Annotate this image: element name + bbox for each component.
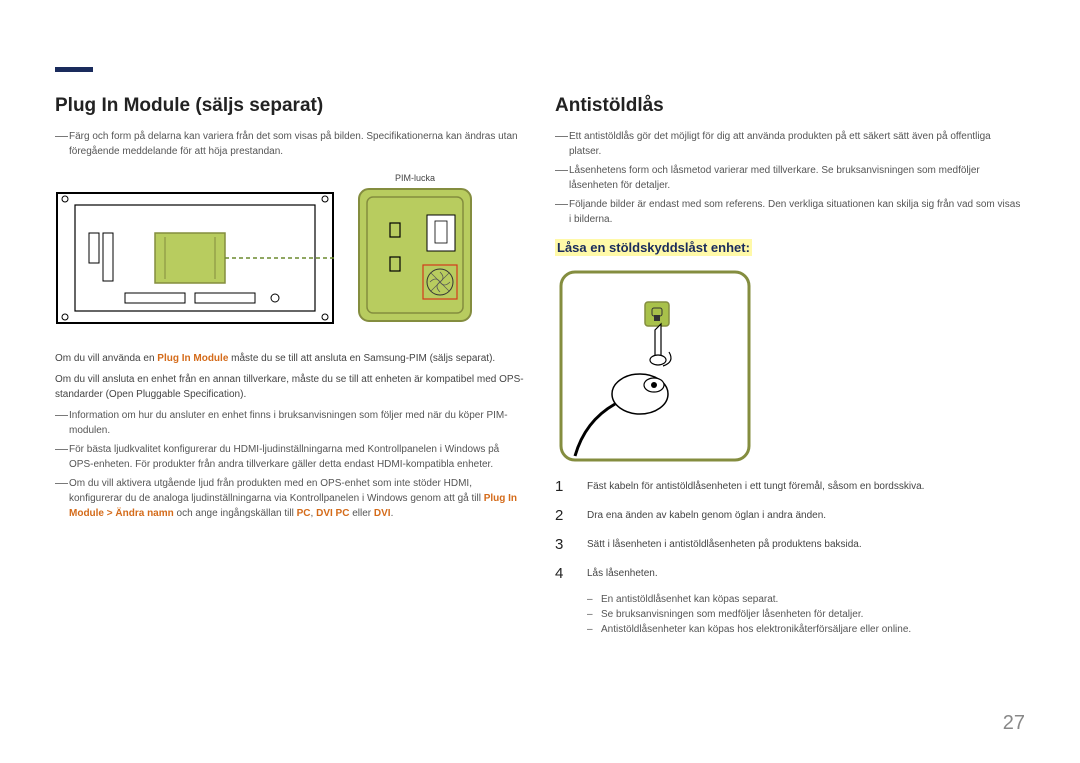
dash-icon: ― xyxy=(55,442,69,472)
steps-list: 1 Fäst kabeln för antistöldlåsenheten i … xyxy=(555,478,1025,582)
sub-note-b: ‒ Se bruksanvisningen som medföljer låse… xyxy=(587,609,1025,620)
right-subheading: Låsa en stöldskyddslåst enhet: xyxy=(555,239,752,256)
dash-icon: ― xyxy=(555,163,569,193)
dash-icon: ‒ xyxy=(587,609,601,620)
left-note-4: ― Om du vill aktivera utgående ljud från… xyxy=(55,476,525,521)
left-note-1: ― Färg och form på delarna kan variera f… xyxy=(55,129,525,159)
right-column: Antistöldlås ― Ett antistöldlås gör det … xyxy=(555,95,1025,639)
step-number: 4 xyxy=(555,565,573,582)
dash-icon: ― xyxy=(555,129,569,159)
sub-note-c: ‒ Antistöldlåsenheter kan köpas hos elek… xyxy=(587,624,1025,635)
step-2: 2 Dra ena änden av kabeln genom öglan i … xyxy=(555,507,1025,524)
step-number: 2 xyxy=(555,507,573,524)
content-columns: Plug In Module (säljs separat) ― Färg oc… xyxy=(55,95,1025,639)
left-note-3: ― För bästa ljudkvalitet konfigurerar du… xyxy=(55,442,525,472)
left-heading: Plug In Module (säljs separat) xyxy=(55,95,525,117)
right-note-2: ― Låsenhetens form och låsmetod varierar… xyxy=(555,163,1025,193)
right-note-1: ― Ett antistöldlås gör det möjligt för d… xyxy=(555,129,1025,159)
right-heading: Antistöldlås xyxy=(555,95,1025,117)
dash-icon: ― xyxy=(55,129,69,159)
tv-back-diagram xyxy=(55,173,335,333)
left-column: Plug In Module (säljs separat) ― Färg oc… xyxy=(55,95,525,639)
dash-icon: ― xyxy=(555,197,569,227)
step-3: 3 Sätt i låsenheten i antistöldlåsenhete… xyxy=(555,536,1025,553)
lock-diagram xyxy=(555,266,1025,466)
dash-icon: ‒ xyxy=(587,594,601,605)
pim-diagram-row: PIM-lucka xyxy=(55,173,525,333)
right-note-3: ― Följande bilder är endast med som refe… xyxy=(555,197,1025,227)
pim-module-diagram xyxy=(355,185,475,325)
bold-pim: Plug In Module xyxy=(157,353,228,364)
step-1: 1 Fäst kabeln för antistöldlåsenheten i … xyxy=(555,478,1025,495)
right-subheading-wrap: Låsa en stöldskyddslåst enhet: xyxy=(555,231,1025,266)
dash-icon: ‒ xyxy=(587,624,601,635)
left-note-2: ― Information om hur du ansluter en enhe… xyxy=(55,408,525,438)
pim-label: PIM-lucka xyxy=(355,173,475,183)
dash-icon: ― xyxy=(55,476,69,521)
step-4: 4 Lås låsenheten. xyxy=(555,565,1025,582)
step-number: 1 xyxy=(555,478,573,495)
step-number: 3 xyxy=(555,536,573,553)
left-p1: Om du vill använda en Plug In Module mås… xyxy=(55,351,525,366)
pim-module-wrap: PIM-lucka xyxy=(355,173,475,325)
accent-bar xyxy=(55,67,93,72)
sub-note-a: ‒ En antistöldlåsenhet kan köpas separat… xyxy=(587,594,1025,605)
dash-icon: ― xyxy=(55,408,69,438)
page-number: 27 xyxy=(1003,712,1025,735)
left-p2: Om du vill ansluta en enhet från en anna… xyxy=(55,372,525,402)
